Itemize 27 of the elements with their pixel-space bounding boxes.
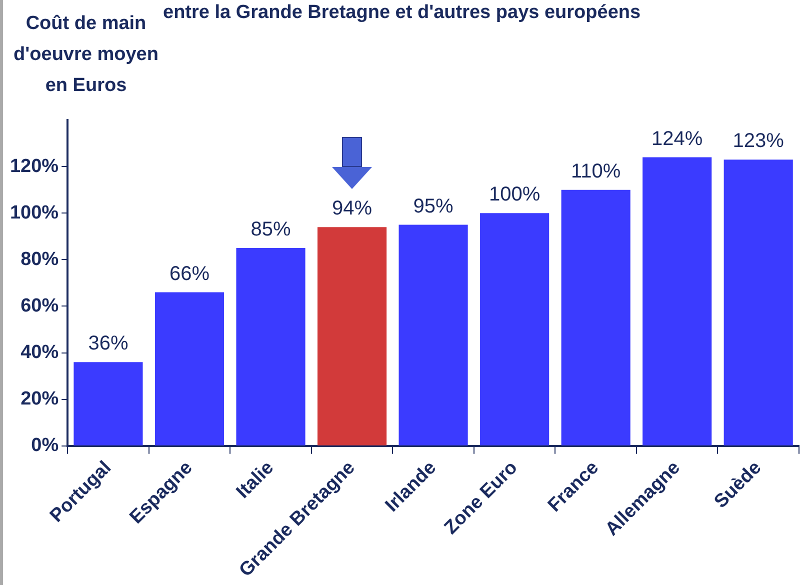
data-label: 66% [169,262,210,285]
y-tick-label: 100% [10,202,59,224]
bar [642,157,712,446]
data-label: 95% [413,195,454,218]
y-tick-label: 80% [20,248,59,270]
data-label: 100% [488,184,540,206]
data-label: 36% [88,332,128,355]
bar [74,362,143,446]
y-axis-title: Coût de main d'oeuvre moyen en Euros [12,12,160,98]
bar [480,213,550,446]
bar [724,160,793,446]
bar [561,190,630,446]
bar [317,227,387,446]
y-tick-label: 20% [20,388,59,410]
data-label: 110% [570,160,621,182]
y-tick-label: 40% [20,342,59,364]
data-label: 123% [732,130,784,152]
bar [236,248,306,446]
data-label: 124% [652,128,703,150]
y-tick-label: 60% [20,295,59,316]
y-tick-label: 120% [10,156,59,177]
data-label: 85% [250,218,291,241]
data-label: 94% [332,198,372,220]
bar [154,292,224,446]
bar [398,224,468,446]
chart-title: entre la Grande Bretagne et d'autres pays européens [163,2,641,24]
y-tick-label: 0% [31,435,59,456]
